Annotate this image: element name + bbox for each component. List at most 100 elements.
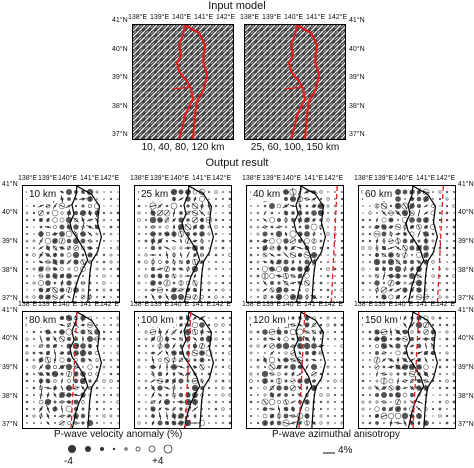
anisotropy-bar — [66, 259, 72, 265]
anisotropy-bar — [72, 344, 80, 348]
anisotropy-bar — [192, 240, 198, 242]
anisotropy-bar — [298, 266, 302, 272]
velocity-dot — [380, 328, 388, 336]
output-map — [25, 186, 119, 302]
aniso-legend-bar — [323, 452, 335, 454]
anisotropy-bar — [39, 384, 43, 392]
velocity-dot — [304, 259, 310, 265]
velocity-dot — [283, 336, 289, 342]
velocity-dot — [283, 413, 289, 419]
velocity-dot — [117, 191, 119, 193]
velocity-dot — [229, 268, 231, 270]
output-lat-tick: 39°N — [458, 238, 474, 245]
output-lat-tick: 38°N — [2, 393, 18, 400]
velocity-dot — [228, 225, 231, 229]
velocity-dot — [334, 359, 336, 361]
anisotropy-bar — [417, 209, 421, 217]
velocity-dot — [416, 217, 422, 223]
output-lat-tick: 37°N — [458, 295, 474, 302]
anisotropy-bar — [289, 274, 297, 278]
anisotropy-bar — [157, 203, 163, 209]
anisotropy-bar — [402, 379, 408, 383]
velocity-dot — [452, 281, 455, 285]
velocity-dot — [257, 408, 260, 411]
anisotropy-bar — [276, 287, 282, 293]
velocity-dot — [257, 219, 259, 221]
anisotropy-bar — [268, 337, 276, 341]
velocity-dot — [311, 371, 317, 377]
velocity-dot — [102, 414, 106, 418]
velocity-dot — [369, 373, 371, 375]
velocity-dot — [32, 407, 36, 411]
anisotropy-bar — [389, 385, 393, 391]
anisotropy-bar — [177, 365, 185, 369]
velocity-dot — [25, 337, 29, 341]
output-lon-tick: 138°E — [18, 301, 38, 308]
output-lon-tick: 141°E — [192, 301, 212, 308]
anisotropy-bar — [409, 225, 415, 229]
anisotropy-bar — [402, 387, 408, 389]
velocity-dot — [396, 372, 400, 376]
velocity-dot — [110, 191, 112, 193]
output-lon-tick: 141°E — [80, 175, 100, 182]
velocity-dot — [291, 211, 295, 215]
velocity-dot — [446, 408, 448, 410]
velocity-dot — [388, 294, 394, 300]
velocity-dot — [38, 343, 44, 349]
velocity-dot — [138, 331, 140, 333]
input-lon-tick: 140°E — [284, 14, 304, 21]
anisotropy-bar — [72, 393, 80, 397]
velocity-dot — [381, 406, 387, 412]
anisotropy-bar — [51, 372, 59, 376]
anisotropy-bar — [403, 315, 407, 321]
velocity-dot — [32, 379, 36, 383]
anisotropy-bar — [73, 260, 79, 264]
velocity-dot — [402, 392, 408, 398]
velocity-dot — [228, 190, 231, 194]
velocity-dot — [165, 204, 169, 208]
velocity-dot — [116, 274, 119, 278]
velocity-dot — [102, 260, 106, 264]
velocity-dot — [53, 421, 57, 425]
velocity-dot — [375, 267, 379, 271]
velocity-dot — [319, 288, 323, 292]
velocity-dot — [103, 191, 105, 193]
velocity-dot — [445, 421, 449, 425]
output-lat-tick: 37°N — [458, 421, 474, 428]
input-model-title: Input model — [208, 0, 266, 12]
velocity-dot — [319, 358, 323, 362]
velocity-dot — [103, 387, 105, 389]
anisotropy-bar — [380, 330, 388, 334]
anisotropy-bar — [73, 322, 79, 328]
velocity-dot — [416, 252, 422, 258]
velocity-dot — [81, 421, 85, 425]
velocity-dot — [319, 407, 323, 411]
velocity-dot — [102, 358, 106, 362]
velocity-dot — [452, 225, 455, 229]
velocity-dot — [262, 294, 268, 300]
velocity-dot — [303, 342, 311, 350]
anisotropy-bar — [87, 329, 93, 335]
anisotropy-bar — [424, 343, 428, 349]
velocity-dot — [446, 254, 448, 256]
depth-label: 60 km — [363, 189, 395, 201]
anisotropy-bar — [46, 421, 50, 425]
velocity-dot — [264, 352, 266, 354]
output-lon-tick: 138°E — [18, 175, 38, 182]
velocity-dot — [25, 344, 29, 348]
velocity-dot — [228, 393, 231, 397]
anisotropy-bar — [54, 356, 56, 364]
velocity-dot — [95, 190, 99, 194]
velocity-dot — [326, 218, 330, 222]
input-lon-tick: 138°E — [240, 14, 260, 21]
iso-depth-line — [436, 186, 444, 302]
velocity-dot — [172, 267, 176, 271]
velocity-dot — [157, 385, 163, 391]
velocity-dot — [109, 330, 113, 334]
velocity-dot — [32, 414, 36, 418]
velocity-dot — [33, 261, 35, 263]
velocity-dot — [319, 246, 323, 250]
velocity-dot — [388, 413, 394, 419]
anisotropy-bar — [171, 239, 177, 243]
anisotropy-bar — [401, 365, 409, 369]
